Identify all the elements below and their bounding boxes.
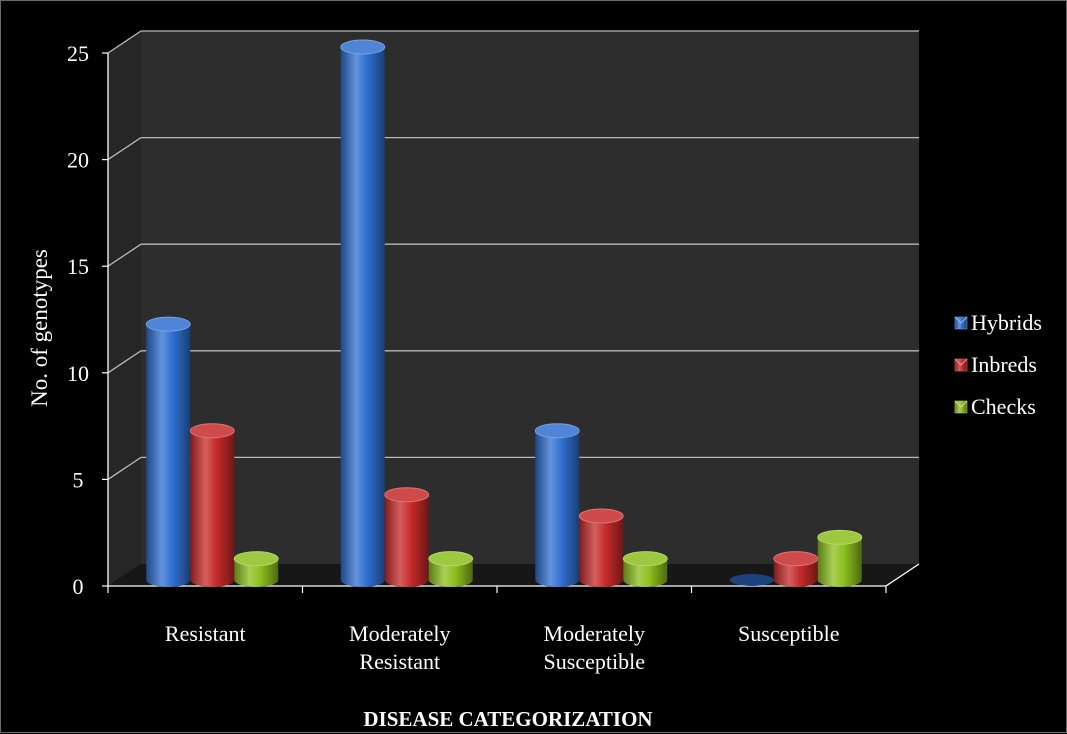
y-tick-label: 0 — [73, 574, 84, 599]
back-wall — [141, 31, 919, 564]
gridline-side — [107, 456, 142, 480]
y-axis-title: No. of genotypes — [27, 249, 52, 407]
y-tick-label: 15 — [67, 254, 89, 279]
side-wall — [108, 31, 141, 586]
bar-inbreds — [189, 423, 235, 587]
bar-body — [146, 324, 191, 587]
legend-item-checks: Checks — [954, 394, 1036, 419]
bar-inbreds — [773, 551, 819, 587]
legend-item-hybrids: Hybrids — [954, 310, 1042, 335]
bar-top — [233, 551, 279, 567]
bar-body — [190, 430, 235, 587]
bar-body — [234, 558, 279, 587]
chart-walls — [108, 31, 919, 586]
bar-checks — [233, 551, 279, 587]
bar-inbreds — [384, 487, 430, 587]
floor — [108, 564, 919, 586]
bar-body — [579, 516, 624, 587]
bar-top — [145, 316, 191, 332]
bar-top — [189, 423, 235, 439]
x-axis-categories: Resistant Moderately Resistant Moderately Su… — [165, 621, 840, 674]
bar-top — [773, 551, 819, 567]
y-axis-ticks: 0 5 10 15 20 25 — [67, 41, 920, 599]
gridlines — [107, 30, 919, 480]
legend-label: Inbreds — [971, 352, 1037, 377]
bar-top — [817, 529, 863, 545]
bar-inbreds — [578, 508, 624, 587]
gridline-side — [107, 243, 142, 267]
bar-top — [384, 487, 430, 503]
gridline-side — [107, 350, 142, 374]
bar-top — [622, 551, 668, 567]
bar-hybrids — [340, 39, 386, 587]
bar-body — [623, 558, 668, 587]
bar-checks — [622, 551, 668, 587]
bar-body — [428, 558, 473, 587]
gridline-side — [107, 30, 142, 54]
y-tick-label: 20 — [67, 148, 89, 173]
bar-checks — [817, 529, 863, 587]
bar-body — [340, 47, 385, 587]
y-tick-label: 10 — [67, 361, 89, 386]
y-tick-label: 25 — [67, 41, 89, 66]
gridline-side — [107, 137, 142, 161]
legend-item-inbreds: Inbreds — [954, 352, 1037, 377]
x-category-label: Susceptible — [738, 621, 839, 646]
bar-body — [817, 537, 862, 587]
bar-checks — [428, 551, 474, 587]
bar-hybrids — [729, 574, 774, 586]
bar-hybrids — [534, 423, 580, 587]
bar-body — [773, 558, 818, 587]
legend: Hybrids Inbreds Checks — [954, 310, 1042, 419]
bar-top — [534, 423, 580, 439]
legend-label: Hybrids — [971, 310, 1042, 335]
floor-edge — [885, 563, 920, 587]
bar-top — [428, 551, 474, 567]
bar-zero — [729, 574, 774, 586]
x-axis-title: DISEASE CATEGORIZATION — [363, 707, 652, 731]
legend-label: Checks — [971, 394, 1036, 419]
bar-top — [578, 508, 624, 524]
bar-hybrids — [145, 316, 191, 587]
y-tick-label: 5 — [73, 467, 84, 492]
bar-top — [340, 39, 386, 55]
x-category-label: Resistant — [165, 621, 246, 646]
bar-body — [535, 430, 580, 587]
x-category-label: Moderately Resistant — [349, 621, 450, 674]
x-category-label: Moderately Susceptible — [544, 621, 645, 674]
bar-body — [384, 494, 429, 587]
bars — [107, 39, 887, 593]
